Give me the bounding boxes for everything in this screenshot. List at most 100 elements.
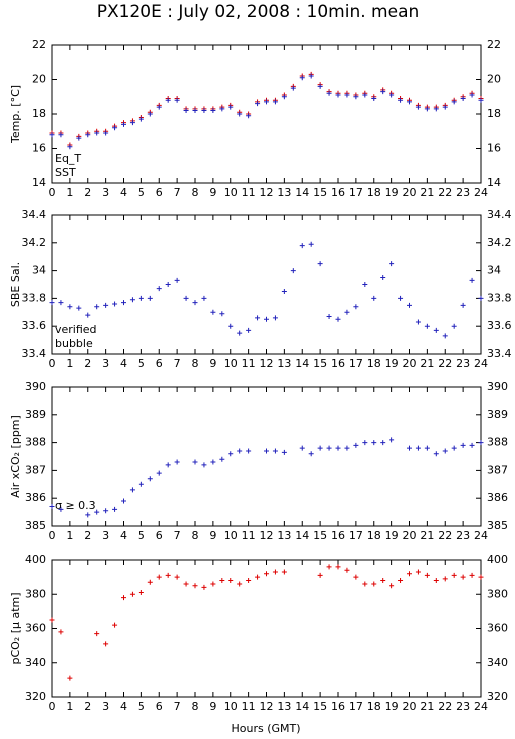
data-point	[174, 459, 180, 465]
y-tick-label: 320	[25, 690, 46, 703]
y-tick-label: 33.6	[22, 319, 47, 332]
x-tick-label: 9	[209, 186, 216, 199]
data-point	[237, 581, 243, 587]
data-point	[433, 578, 439, 584]
data-point	[76, 305, 82, 311]
data-point	[210, 309, 216, 315]
data-point	[317, 261, 323, 267]
y-tick-label: 34.4	[22, 208, 47, 221]
y-tick-label: 20	[32, 73, 46, 86]
data-point	[210, 581, 216, 587]
y-tick-label-right: 34.2	[487, 236, 512, 249]
legend-label: SST	[55, 166, 76, 179]
data-point	[255, 315, 261, 321]
data-point	[281, 94, 287, 100]
x-tick-label: 7	[174, 529, 181, 542]
data-point	[103, 130, 109, 136]
data-point	[442, 104, 448, 110]
data-point	[58, 300, 64, 306]
data-point	[174, 574, 180, 580]
data-point	[433, 106, 439, 112]
data-point	[246, 448, 252, 454]
x-tick-label: 6	[156, 357, 163, 370]
y-tick-label-right: 380	[487, 587, 508, 600]
data-point	[58, 506, 64, 512]
data-point	[344, 567, 350, 573]
y-tick-label-right: 16	[487, 142, 501, 155]
y-tick-label-right: 387	[487, 463, 508, 476]
x-tick-label: 12	[260, 357, 274, 370]
x-tick-label: 11	[242, 700, 256, 713]
data-point	[210, 108, 216, 114]
data-point	[272, 99, 278, 105]
data-point	[183, 108, 189, 114]
x-tick-label: 9	[209, 529, 216, 542]
x-tick-label: 17	[349, 700, 363, 713]
y-tick-label: 385	[25, 519, 46, 532]
data-point	[228, 104, 234, 110]
data-point	[112, 301, 118, 307]
data-point	[407, 302, 412, 308]
x-tick-label: 12	[260, 700, 274, 713]
data-point	[85, 132, 91, 138]
y-tick-label-right: 20	[487, 73, 501, 86]
y-tick-label: 360	[25, 622, 46, 635]
data-point	[129, 487, 135, 493]
x-tick-label: 1	[66, 700, 73, 713]
data-point	[129, 297, 135, 303]
x-tick-label: 4	[120, 529, 127, 542]
x-tick-label: 5	[138, 357, 145, 370]
y-tick-label-right: 33.8	[487, 291, 512, 304]
data-point	[451, 323, 457, 329]
data-point	[67, 304, 73, 310]
data-point	[237, 448, 243, 454]
x-tick-label: 1	[66, 186, 73, 199]
y-tick-label: 33.4	[22, 347, 47, 360]
data-point	[398, 97, 404, 103]
x-tick-label: 19	[385, 529, 399, 542]
data-point	[201, 462, 207, 468]
x-tick-label: 19	[385, 357, 399, 370]
data-point	[299, 243, 305, 249]
x-tick-label: 22	[438, 357, 452, 370]
x-tick-label: 15	[313, 529, 327, 542]
y-tick-label: 389	[25, 408, 46, 421]
data-point	[433, 327, 439, 333]
data-point	[76, 135, 82, 141]
data-point	[460, 302, 466, 308]
y-tick-label-right: 34.4	[487, 208, 512, 221]
data-point	[415, 104, 421, 110]
data-point	[407, 445, 412, 451]
x-tick-label: 18	[367, 357, 381, 370]
x-tick-label: 11	[242, 357, 256, 370]
y-axis-label: SBE Sal.	[9, 262, 22, 307]
data-point	[308, 451, 314, 457]
y-tick-label: 18	[32, 107, 46, 120]
data-point	[371, 440, 377, 446]
data-point	[469, 277, 475, 283]
legend-label: verified	[55, 323, 97, 336]
data-point	[49, 504, 55, 510]
data-point	[58, 132, 64, 138]
y-tick-label-right: 340	[487, 656, 508, 669]
data-point	[165, 97, 171, 103]
x-tick-label: 0	[49, 357, 56, 370]
data-point	[121, 595, 126, 601]
data-point	[219, 578, 225, 584]
x-tick-label: 4	[120, 700, 127, 713]
data-point	[389, 583, 395, 589]
y-tick-label: 34.2	[22, 236, 47, 249]
x-tick-label: 14	[295, 186, 309, 199]
y-tick-label: 14	[32, 176, 46, 189]
data-point	[112, 622, 118, 628]
x-tick-label: 3	[102, 529, 109, 542]
data-point	[147, 579, 153, 585]
y-tick-label-right: 34	[487, 264, 501, 277]
data-point	[478, 574, 484, 580]
legend-label: Eq_T	[55, 152, 81, 165]
data-point	[121, 498, 126, 504]
data-point	[219, 106, 225, 112]
x-tick-label: 24	[474, 700, 488, 713]
data-point	[371, 95, 377, 101]
x-axis-label: Hours (GMT)	[231, 722, 300, 735]
